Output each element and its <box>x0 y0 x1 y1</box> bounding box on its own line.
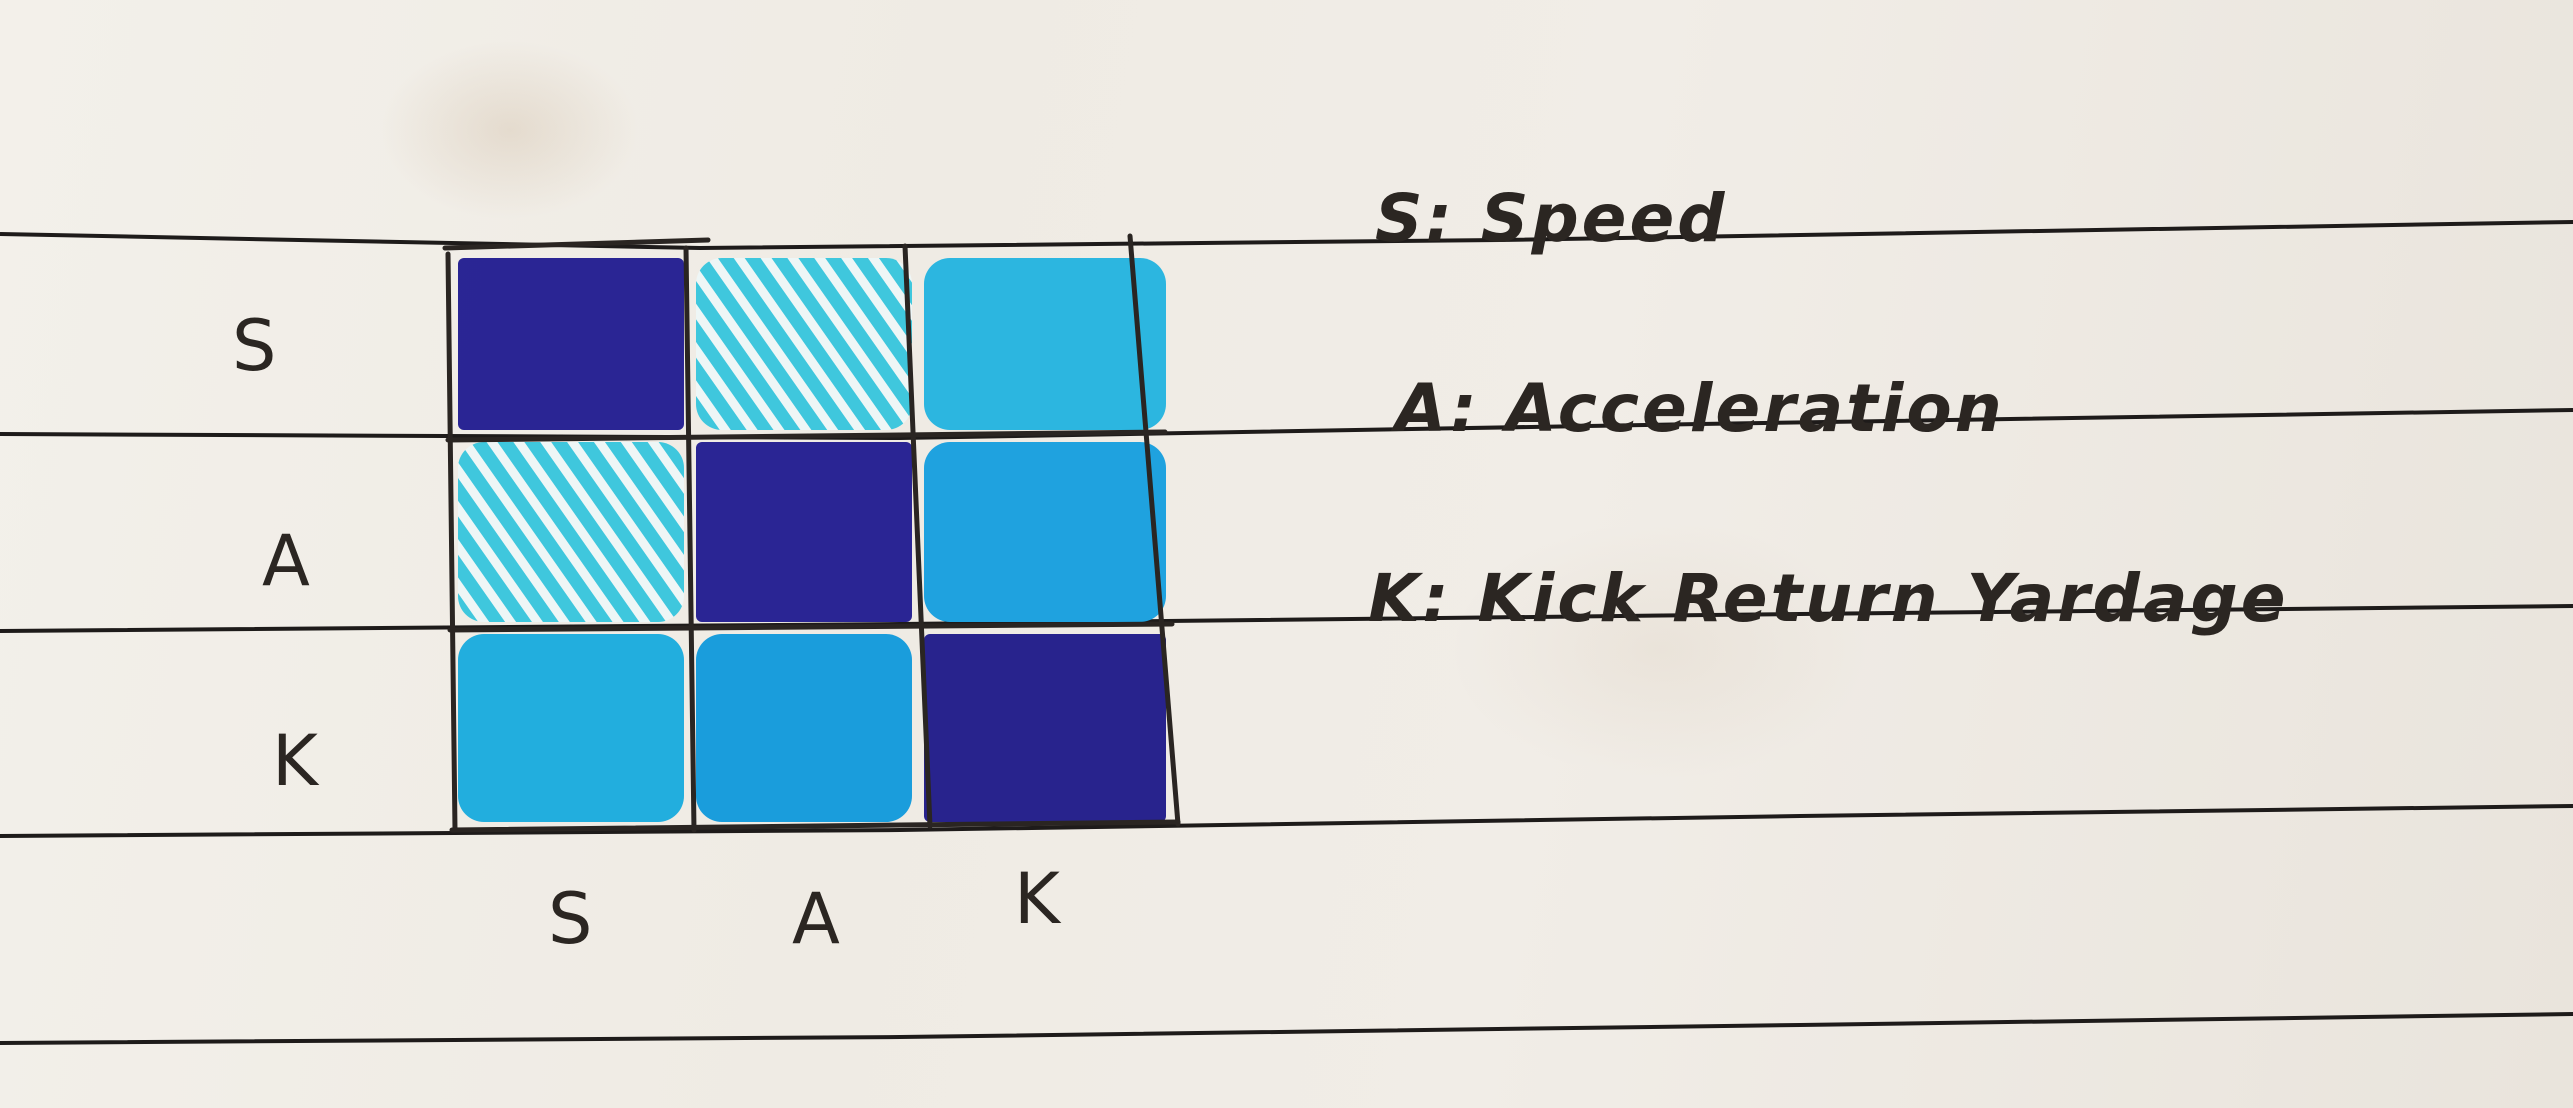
legend-item-acceleration: A: Acceleration <box>1395 370 2005 447</box>
row-label-a: A <box>262 520 312 602</box>
matrix-cell-k-k <box>924 634 1166 822</box>
matrix-cell-a-s <box>458 442 684 622</box>
col-label-a: A <box>792 878 842 960</box>
col-label-s: S <box>548 878 595 960</box>
matrix-cell-k-a <box>696 634 912 822</box>
matrix-cell-a-k <box>924 442 1166 622</box>
legend-item-speed: S: Speed <box>1375 180 1728 257</box>
matrix-cells <box>458 258 1166 822</box>
legend-item-kick-return-yardage: K: Kick Return Yardage <box>1368 560 2289 637</box>
rule-line <box>0 804 2573 838</box>
row-label-s: S <box>232 305 279 387</box>
matrix-cell-a-a <box>696 442 912 622</box>
rule-line <box>0 1012 2573 1045</box>
matrix-cell-s-k <box>924 258 1166 430</box>
row-label-k: K <box>272 720 320 802</box>
matrix-grid-lines <box>442 233 1181 833</box>
paper-stain <box>1450 520 1870 780</box>
rule-line <box>0 220 2573 251</box>
matrix-cell-s-a <box>696 258 912 430</box>
matrix-cell-s-s <box>458 258 684 430</box>
paper-stain <box>380 40 640 220</box>
col-label-k: K <box>1014 858 1062 940</box>
matrix-cell-k-s <box>458 634 684 822</box>
